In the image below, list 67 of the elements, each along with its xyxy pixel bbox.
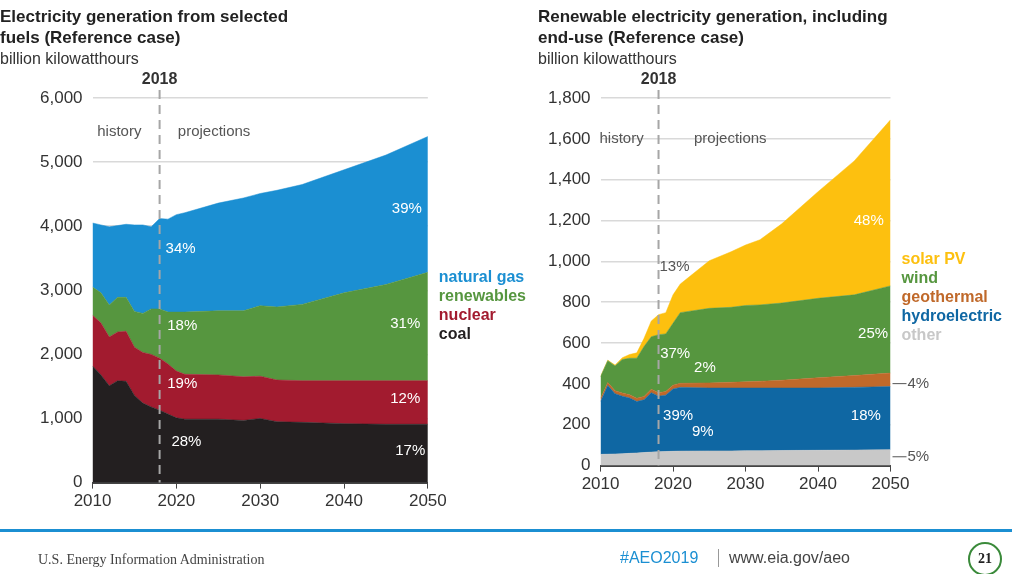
- annotation: 17%: [395, 440, 426, 458]
- x-tick-label: 2030: [241, 491, 280, 511]
- y-axis-title: billion kilowatthours: [538, 50, 678, 68]
- annotation: 48%: [853, 210, 884, 228]
- ref-line-label: 2018: [141, 70, 178, 88]
- y-tick-label: 5,000: [39, 151, 83, 171]
- annotation: history: [97, 121, 142, 139]
- x-tick-label: 2050: [408, 491, 447, 511]
- page-number-badge: 21: [968, 542, 1002, 574]
- annotation: 2%: [694, 357, 716, 375]
- y-tick-label: 6,000: [39, 87, 83, 107]
- y-tick-label: 1,800: [547, 87, 591, 107]
- x-tick-label: 2030: [726, 474, 765, 494]
- annotation: 37%: [660, 343, 691, 361]
- text: nuclear: [438, 306, 496, 324]
- annotation: 28%: [171, 431, 202, 449]
- y-tick-label: 1,000: [39, 408, 83, 428]
- y-tick-label: 2,000: [39, 344, 83, 364]
- y-tick-label: 1,200: [547, 210, 591, 230]
- annotation: 19%: [167, 373, 198, 391]
- x-tick-label: 2050: [871, 474, 910, 494]
- text: geothermal: [901, 288, 988, 306]
- annotation: projections: [694, 128, 767, 146]
- annotation: 34%: [165, 239, 196, 257]
- chart-title: Electricity generation from selected fuels (Reference case): [0, 6, 290, 48]
- annotation: 39%: [663, 405, 694, 423]
- y-tick-label: 1,000: [547, 251, 591, 271]
- annotation: 25%: [858, 324, 889, 342]
- y-tick-label: 400: [562, 373, 591, 393]
- annotation: 13%: [659, 257, 690, 275]
- y-axis-title: billion kilowatthours: [0, 50, 139, 67]
- x-tick-label: 2010: [73, 491, 112, 511]
- series-label: wind: [900, 269, 938, 287]
- text: U.S. Energy Information Administration: [38, 552, 265, 568]
- x-tick-label: 2020: [654, 474, 692, 494]
- chart-title: Renewable electricity generation, including end-use (Reference case): [538, 6, 889, 48]
- annotation: 18%: [850, 405, 881, 423]
- y-tick-label: 4,000: [39, 215, 83, 235]
- annotation: 39%: [391, 198, 422, 216]
- annotation: 9%: [691, 421, 714, 439]
- y-tick-label: 3,000: [39, 279, 83, 299]
- text: coal: [438, 325, 471, 343]
- annotation: 18%: [167, 315, 198, 333]
- text: www.eia.gov/aeo: [718, 549, 850, 567]
- y-tick-label: 200: [562, 414, 591, 434]
- x-tick-label: 2020: [157, 491, 196, 511]
- y-tick-label: 600: [562, 332, 591, 352]
- series-label: renewables: [438, 287, 527, 305]
- text: hydroelectric: [901, 307, 1003, 325]
- annotation: history: [599, 128, 645, 146]
- y-tick-label: 1,600: [547, 128, 591, 148]
- y-tick-label: 800: [562, 291, 591, 311]
- annotation: projections: [177, 121, 251, 139]
- series-label: natural gas: [438, 268, 525, 286]
- y-tick-label: 0: [73, 472, 83, 492]
- annotation: 31%: [390, 313, 421, 331]
- x-tick-label: 2010: [581, 474, 620, 494]
- y-tick-label: 0: [581, 455, 591, 475]
- text: 5%: [907, 446, 930, 464]
- text: 4%: [907, 373, 930, 391]
- x-tick-label: 2040: [799, 474, 837, 494]
- ref-line-label: 2018: [640, 70, 677, 88]
- text: #AEO2019: [620, 549, 699, 567]
- x-tick-label: 2040: [325, 491, 363, 511]
- series-label: solar PV: [901, 250, 966, 268]
- y-tick-label: 1,400: [547, 169, 591, 189]
- annotation: 12%: [390, 389, 421, 407]
